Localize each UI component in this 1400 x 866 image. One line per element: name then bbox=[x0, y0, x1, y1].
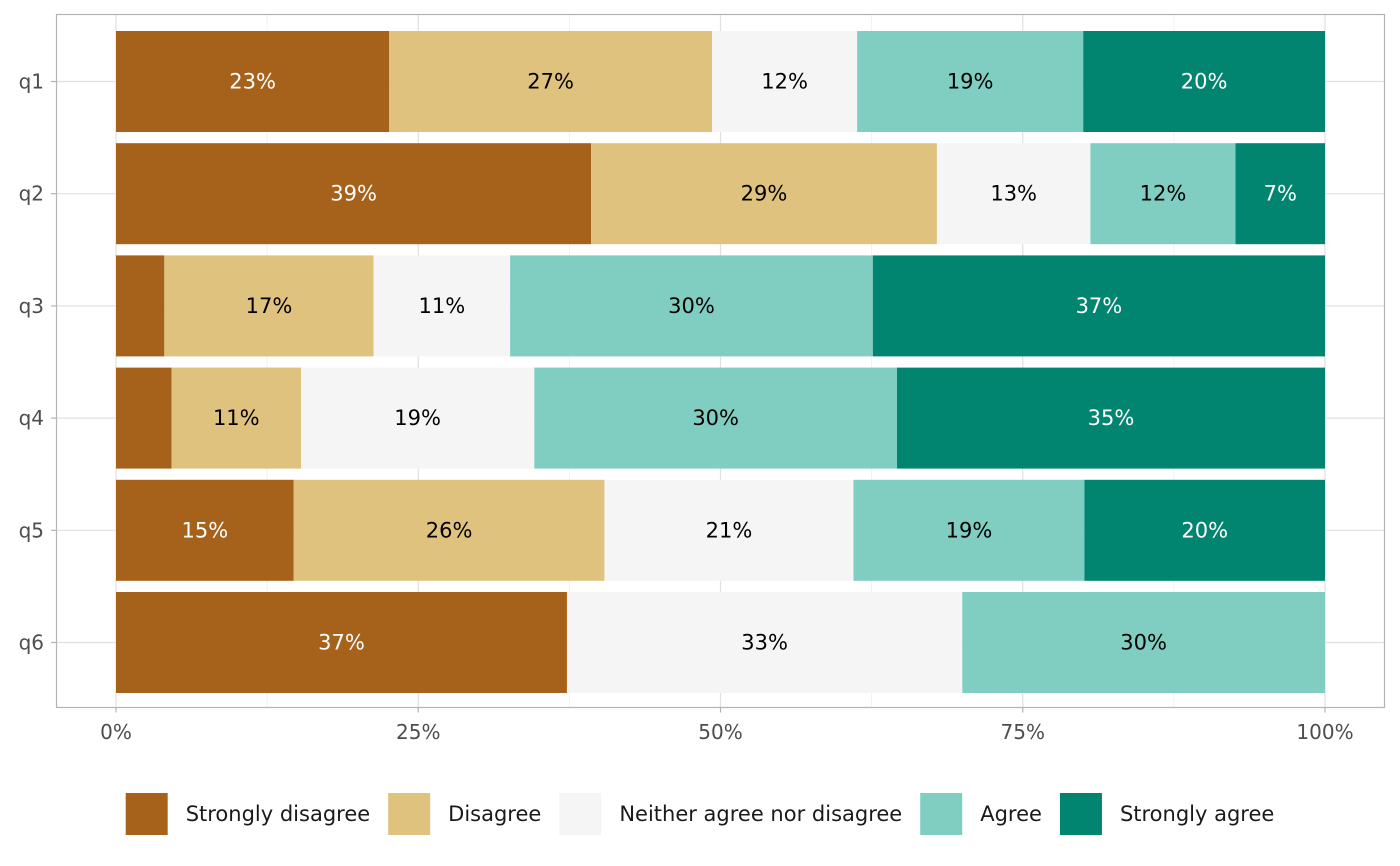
bar-value-label: 27% bbox=[527, 70, 574, 94]
legend-key bbox=[125, 793, 168, 835]
bar-value-label: 17% bbox=[246, 294, 293, 318]
bar-segment bbox=[116, 31, 390, 132]
legend-item: Strongly disagree bbox=[125, 793, 370, 835]
bar-segment bbox=[1084, 479, 1325, 581]
x-tick-label: 0% bbox=[100, 720, 132, 744]
bar-segment bbox=[116, 255, 165, 357]
bar-segment bbox=[566, 592, 963, 693]
legend-item: Disagree bbox=[388, 793, 541, 835]
legend-key bbox=[559, 793, 602, 835]
bar-segment bbox=[591, 143, 937, 245]
bar-segment bbox=[853, 479, 1085, 581]
bar-segment bbox=[962, 592, 1325, 693]
y-tick-label: q6 bbox=[19, 631, 44, 655]
legend: Strongly disagree Disagree Neither agree n… bbox=[125, 793, 1274, 835]
bar-segment bbox=[164, 255, 374, 357]
bar-value-label: 30% bbox=[1120, 631, 1167, 655]
y-tick-label: q2 bbox=[19, 182, 44, 206]
bar-segment bbox=[712, 31, 858, 132]
x-tick-label: 75% bbox=[1001, 720, 1045, 744]
bar-segment bbox=[1083, 31, 1325, 132]
bar-segment bbox=[872, 255, 1325, 357]
x-axis: 0% 25% 50% 75% 100% bbox=[100, 707, 1354, 744]
bar-segment bbox=[1090, 143, 1236, 245]
bar-segment bbox=[936, 143, 1091, 245]
bar-segment bbox=[116, 367, 172, 469]
bar-value-label: 26% bbox=[426, 518, 473, 542]
bar-value-label: 37% bbox=[318, 631, 365, 655]
bar-value-label: 19% bbox=[946, 518, 993, 542]
bar-segment bbox=[389, 31, 713, 132]
legend-key bbox=[920, 793, 963, 835]
bar-value-label: 20% bbox=[1181, 70, 1228, 94]
bar-value-label: 19% bbox=[947, 70, 994, 94]
legend-label: Disagree bbox=[448, 802, 541, 826]
bar-segment bbox=[897, 367, 1325, 469]
bar-value-label: 7% bbox=[1264, 182, 1297, 206]
bar-value-label: 13% bbox=[990, 182, 1037, 206]
bar-segment bbox=[171, 367, 301, 469]
bar-value-label: 20% bbox=[1181, 518, 1228, 542]
bar-value-label: 12% bbox=[1140, 182, 1187, 206]
legend-item: Strongly agree bbox=[1059, 793, 1274, 835]
bar-value-label: 30% bbox=[668, 294, 715, 318]
bar-segment bbox=[116, 143, 592, 245]
bar-value-label: 19% bbox=[394, 406, 441, 430]
legend-item: Agree bbox=[920, 793, 1042, 835]
bar-segment bbox=[116, 592, 567, 693]
y-tick-label: q5 bbox=[19, 518, 44, 542]
bar-segment bbox=[300, 367, 535, 469]
legend-key bbox=[1059, 793, 1102, 835]
x-tick-label: 100% bbox=[1296, 720, 1353, 744]
legend-item: Neither agree nor disagree bbox=[559, 793, 902, 835]
bar-segment bbox=[116, 479, 294, 581]
x-tick-label: 25% bbox=[396, 720, 440, 744]
x-tick-label: 50% bbox=[698, 720, 742, 744]
bar-segment bbox=[293, 479, 605, 581]
legend-label: Strongly agree bbox=[1120, 802, 1274, 826]
bar-value-label: 30% bbox=[692, 406, 739, 430]
y-tick-label: q3 bbox=[19, 294, 44, 318]
bar-value-label: 12% bbox=[761, 70, 808, 94]
bar-segment bbox=[604, 479, 854, 581]
bar-value-label: 37% bbox=[1076, 294, 1123, 318]
bar-segment bbox=[534, 367, 898, 469]
bar-segment bbox=[1235, 143, 1325, 245]
bar-value-label: 23% bbox=[229, 70, 276, 94]
bar-value-label: 35% bbox=[1088, 406, 1135, 430]
bar-value-label: 39% bbox=[330, 182, 377, 206]
legend-label: Strongly disagree bbox=[186, 802, 370, 826]
bar-value-label: 11% bbox=[418, 294, 465, 318]
bars: 23% 27% 12% 19% 20% 39% 29% 13% 12% 7% 17% 11% 30% 37… bbox=[116, 31, 1325, 693]
bar-value-label: 15% bbox=[182, 518, 229, 542]
y-tick-label: q1 bbox=[19, 70, 44, 94]
legend-label: Agree bbox=[980, 802, 1042, 826]
y-axis: q1 q2 q3 q4 q5 q6 bbox=[19, 70, 57, 655]
bar-value-label: 33% bbox=[741, 631, 788, 655]
bar-segment bbox=[373, 255, 511, 357]
bar-segment bbox=[510, 255, 873, 357]
legend-label: Neither agree nor disagree bbox=[619, 802, 902, 826]
y-tick-label: q4 bbox=[19, 406, 44, 430]
bar-segment bbox=[857, 31, 1084, 132]
bar-value-label: 29% bbox=[741, 182, 788, 206]
bar-value-label: 21% bbox=[706, 518, 753, 542]
legend-key bbox=[388, 793, 431, 835]
bar-value-label: 11% bbox=[213, 406, 260, 430]
